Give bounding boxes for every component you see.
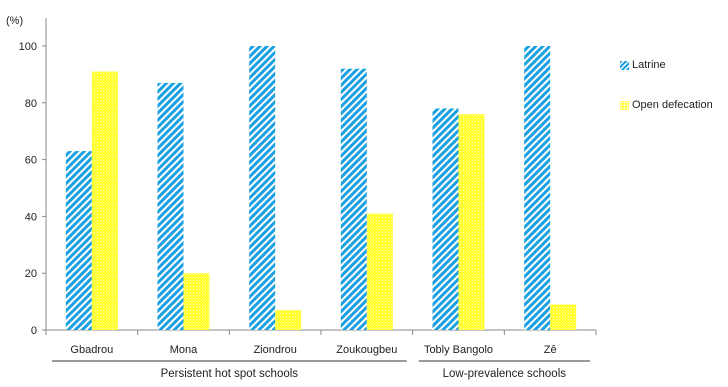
x-tick-label: Zê xyxy=(544,344,557,356)
x-tick-label: Gbadrou xyxy=(70,344,113,356)
bar-open-defecation xyxy=(91,71,118,330)
y-tick-label: 60 xyxy=(25,155,37,167)
legend-item-latrine: Latrine xyxy=(620,58,713,72)
y-tick-label: 100 xyxy=(19,41,37,53)
legend-label-open-defecation: Open defecation xyxy=(632,99,713,111)
y-tick-label: 0 xyxy=(31,325,37,337)
x-tick-label: Zoukougbeu xyxy=(336,344,397,356)
group-label: Low-prevalence schools xyxy=(443,368,567,380)
bar-open-defecation xyxy=(183,273,210,330)
plot-area: 0 20 40 60 80 100 Gbadrou Mona Ziondrou Zoukougbe… xyxy=(19,18,597,380)
bar-latrine xyxy=(65,151,92,330)
bar-latrine xyxy=(432,108,459,330)
legend-swatch-latrine xyxy=(620,60,629,70)
legend: Latrine Open defecation xyxy=(620,58,713,138)
bar-open-defecation xyxy=(550,304,577,330)
bar-open-defecation xyxy=(366,213,393,330)
legend-item-open-defecation: Open defecation xyxy=(620,98,713,112)
bar-latrine xyxy=(524,46,551,330)
bar-latrine xyxy=(340,68,367,330)
legend-label-latrine: Latrine xyxy=(632,59,666,71)
bar-latrine xyxy=(157,82,184,330)
bar-open-defecation xyxy=(275,310,302,330)
y-tick-label: 80 xyxy=(25,98,37,110)
x-tick-label: Tobly Bangolo xyxy=(424,344,493,356)
x-tick-label: Mona xyxy=(170,344,198,356)
y-axis-label: (%) xyxy=(6,15,23,27)
bar-latrine xyxy=(249,46,276,330)
bar-open-defecation xyxy=(458,114,485,330)
y-tick-label: 20 xyxy=(25,268,37,280)
y-tick-label: 40 xyxy=(25,211,37,223)
x-tick-label: Ziondrou xyxy=(253,344,296,356)
group-label: Persistent hot spot schools xyxy=(161,368,299,380)
legend-swatch-open-defecation xyxy=(620,100,629,110)
